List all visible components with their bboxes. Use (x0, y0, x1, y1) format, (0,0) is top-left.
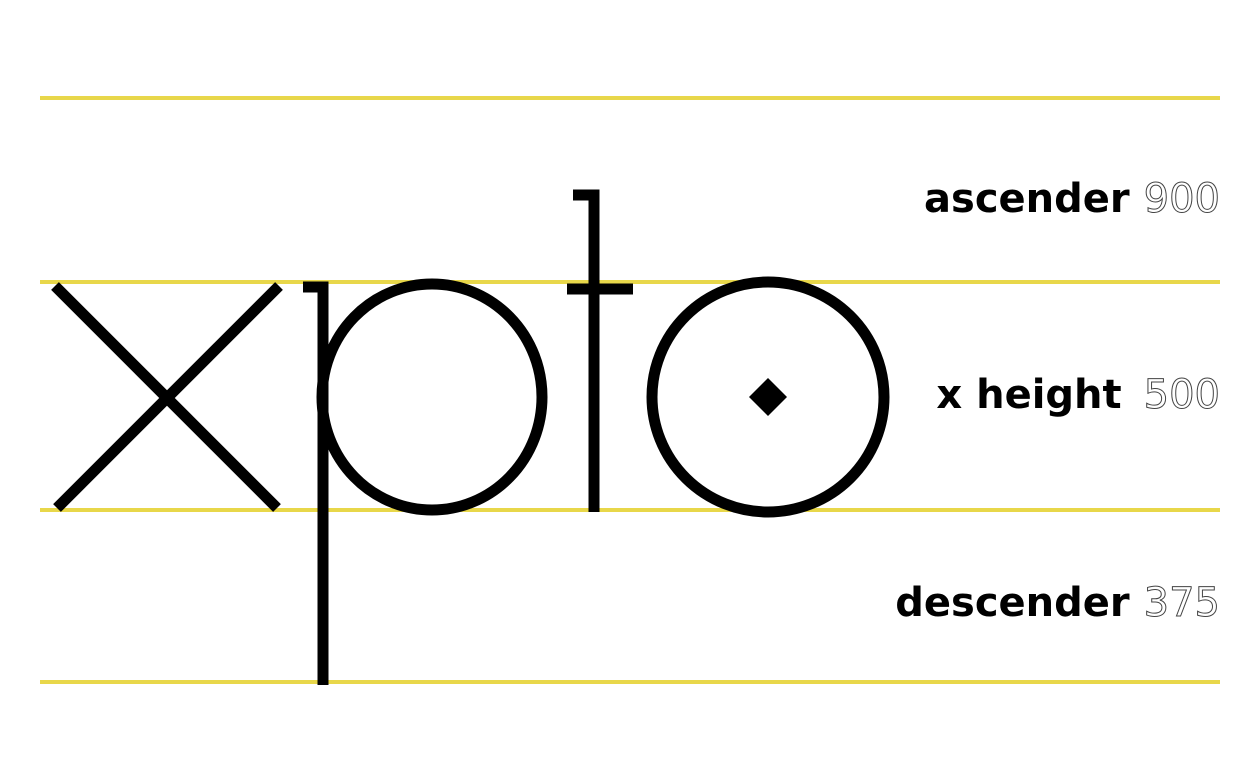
glyph-o (646, 276, 890, 518)
x-height-value: 500 (1144, 372, 1220, 418)
x-height-label: x height (936, 372, 1121, 418)
descender-metric: descender 375 (895, 580, 1220, 626)
descender-label: descender (895, 580, 1130, 626)
glyph-x (51, 282, 283, 512)
glyph-t (567, 189, 633, 512)
specimen-word (51, 189, 890, 685)
guide-lines (40, 96, 1220, 684)
ascender-value: 900 (1144, 176, 1220, 222)
diamond-icon (749, 378, 787, 416)
ascender-label: ascender (924, 176, 1130, 222)
ascender-metric: ascender 900 (924, 176, 1220, 222)
metric-labels: ascender 900 x height 500 descender 375 (895, 176, 1220, 627)
glyph-p (303, 278, 548, 685)
descender-value: 375 (1144, 580, 1220, 626)
x-height-metric: x height 500 (936, 372, 1220, 418)
